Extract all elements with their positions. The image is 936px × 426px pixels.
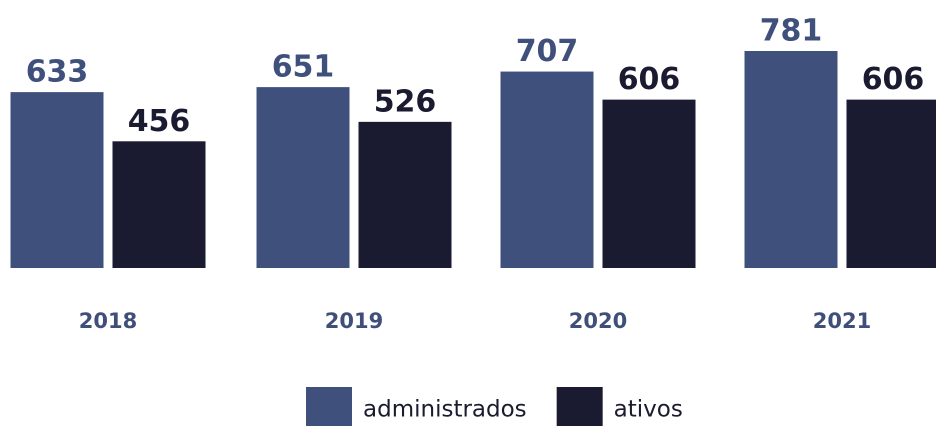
legend-swatch [556, 387, 603, 426]
bar [846, 99, 936, 268]
x-tick-label: 2021 [813, 309, 871, 333]
data-label: 633 [26, 55, 89, 90]
data-label: 526 [374, 84, 437, 119]
x-tick-label: 2018 [79, 309, 137, 333]
bar [602, 99, 696, 268]
legend-swatch [306, 387, 352, 426]
data-label: 651 [272, 50, 335, 85]
bar [358, 121, 452, 268]
x-tick-label: 2019 [325, 309, 383, 333]
data-label: 606 [862, 62, 925, 97]
bar [10, 92, 104, 268]
data-label: 781 [760, 14, 823, 49]
bar [256, 87, 350, 268]
bar [500, 71, 594, 268]
bar [112, 141, 206, 268]
legend-label: administrados [363, 397, 527, 423]
data-label: 606 [618, 62, 681, 97]
data-label: 456 [128, 104, 191, 139]
bar [744, 51, 838, 268]
legend-label: ativos [614, 397, 683, 423]
x-tick-label: 2020 [569, 309, 627, 333]
data-label: 707 [516, 34, 579, 69]
